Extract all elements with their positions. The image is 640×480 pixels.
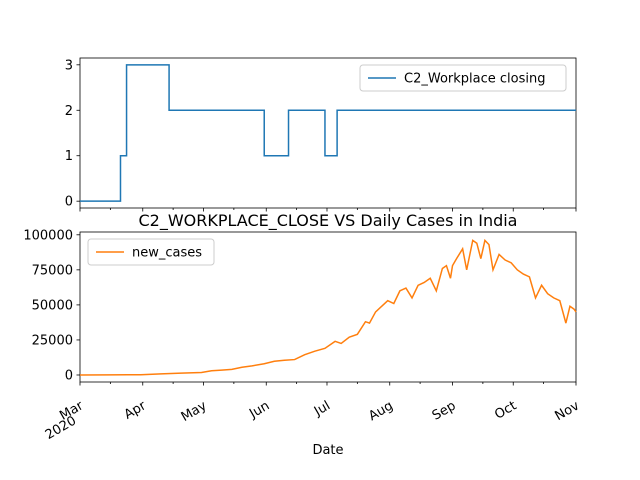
bottom-y-tick-label: 100000 xyxy=(23,228,73,243)
x-tick-label: Apr xyxy=(122,398,150,423)
top-series-line-0 xyxy=(80,64,576,202)
bottom-y-tick-label: 0 xyxy=(65,368,73,383)
bottom-y-tick-label: 25000 xyxy=(32,333,73,348)
bottom-legend-box xyxy=(87,238,215,266)
chart-title: C2_WORKPLACE_CLOSE VS Daily Cases in Ind… xyxy=(139,211,518,231)
x-axis-label: Date xyxy=(312,443,343,458)
top-y-tick-label: 0 xyxy=(65,195,73,210)
top-legend-box xyxy=(359,64,567,92)
x-tick-label: Nov xyxy=(553,398,583,424)
x-tick-label: Aug xyxy=(366,398,395,424)
x-tick-label: Jul xyxy=(311,398,333,419)
bottom-axes-frame xyxy=(79,231,577,383)
top-legend-label: C2_Workplace closing xyxy=(404,72,545,87)
top-y-tick-label: 3 xyxy=(65,58,73,73)
top-legend: C2_Workplace closing xyxy=(359,64,567,92)
bottom-y-tick-label: 50000 xyxy=(32,298,73,313)
x-tick-label: Jun xyxy=(246,398,272,422)
top-y-tick-label: 2 xyxy=(65,104,73,119)
x-tick-label: Sep xyxy=(430,398,459,423)
top-y-tick-label: 1 xyxy=(65,149,73,164)
x-tick-label: May xyxy=(179,398,210,425)
bottom-y-tick-label: 75000 xyxy=(32,263,73,278)
top-axes-frame xyxy=(79,57,577,209)
bottom-series-line-0 xyxy=(79,238,577,376)
bottom-legend-label: new_cases xyxy=(132,246,202,261)
top-subplot: 0 1 2 3 C2_Workplace closing xyxy=(65,57,577,212)
x-tick-label: Oct xyxy=(492,398,519,422)
bottom-legend: new_cases xyxy=(87,238,215,266)
